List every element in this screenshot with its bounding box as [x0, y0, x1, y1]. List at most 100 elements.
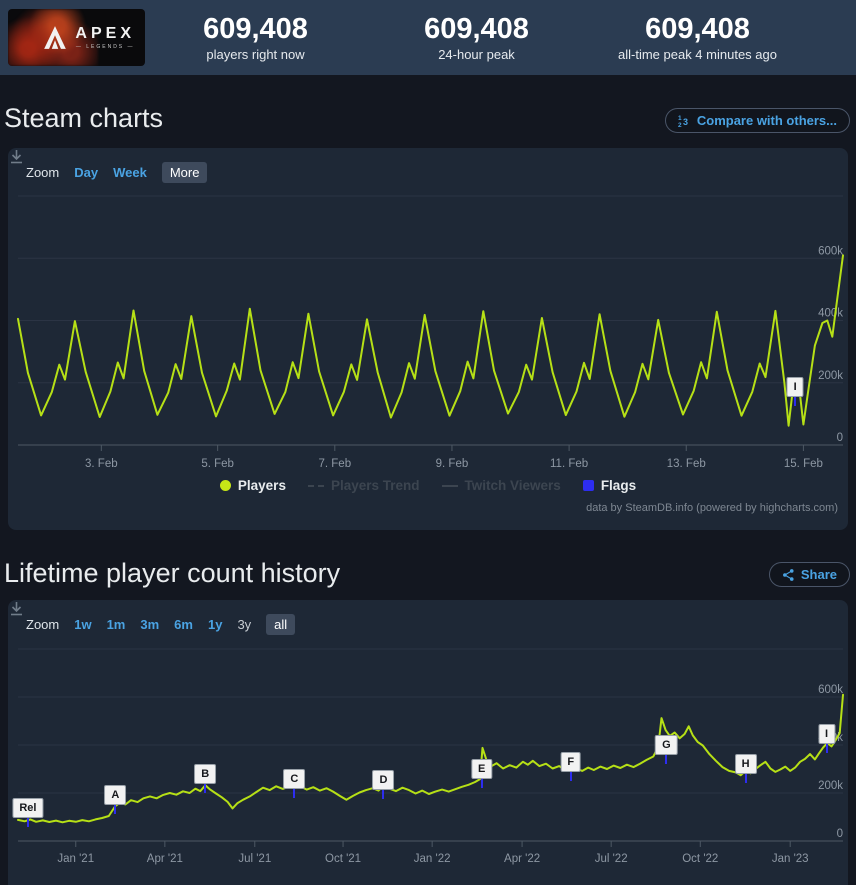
chart-legend: Players Players Trend Twitch Viewers Flags	[8, 478, 848, 493]
zoom-options: 1w 1m 3m 6m 1y 3y all	[74, 614, 296, 635]
chart-zoom-toolbar: Zoom 1w 1m 3m 6m 1y 3y all	[26, 614, 296, 635]
zoom-option-all[interactable]: all	[266, 614, 296, 635]
app-header: APEX — LEGENDS — 609,408 players right n…	[0, 0, 856, 75]
legend-circle-marker	[219, 480, 231, 491]
x-tick-label: Jan '21	[57, 853, 94, 865]
x-tick-label: 13. Feb	[667, 458, 706, 470]
x-tick-label: 15. Feb	[784, 458, 823, 470]
zoom-option-3y: 3y	[237, 617, 252, 632]
legend-dash-marker	[307, 484, 324, 487]
flag-pole-G	[665, 755, 668, 765]
x-tick-label: Jul '21	[238, 853, 271, 865]
flag-marker-H[interactable]: H	[734, 753, 757, 774]
flag-pole-I	[794, 397, 797, 407]
x-tick-label: Jan '23	[772, 853, 809, 865]
legend-item-players[interactable]: Players	[219, 478, 286, 493]
download-chart-icon[interactable]	[8, 600, 25, 617]
y-tick-label: 0	[837, 828, 843, 840]
zoom-option-1w[interactable]: 1w	[74, 617, 92, 632]
flag-marker-Rel[interactable]: Rel	[12, 798, 44, 819]
legend-label: Flags	[600, 478, 637, 493]
share-button-label: Share	[800, 567, 837, 582]
legend-item-players-trend[interactable]: Players Trend	[307, 478, 420, 493]
svg-text:1: 1	[678, 115, 682, 122]
steam-charts-title: Steam charts	[4, 103, 164, 133]
flag-marker-B[interactable]: B	[194, 763, 217, 784]
flag-marker-G[interactable]: G	[655, 735, 678, 756]
apex-a-icon	[44, 26, 66, 49]
y-tick-label: 200k	[818, 780, 843, 792]
flag-marker-C[interactable]: C	[283, 769, 306, 790]
flag-pole-C	[293, 789, 296, 799]
flag-pole-E	[480, 779, 483, 789]
zoom-option-more[interactable]: More	[161, 162, 208, 183]
x-tick-label: Jul '22	[595, 853, 628, 865]
compare-numbers-icon: 1 2 3	[678, 115, 688, 128]
zoom-option-1m[interactable]: 1m	[106, 617, 126, 632]
legend-item-twitch-viewers[interactable]: Twitch Viewers	[441, 478, 561, 493]
y-tick-label: 600k	[818, 245, 843, 257]
series-players	[17, 254, 844, 427]
zoom-option-6m[interactable]: 6m	[174, 617, 193, 632]
x-tick-label: 5. Feb	[201, 458, 234, 470]
flag-marker-A[interactable]: A	[104, 784, 127, 805]
x-tick-label: Jan '22	[414, 853, 451, 865]
svg-text:3: 3	[683, 117, 688, 127]
stat-24h-peak: 609,408 24-hour peak	[366, 14, 587, 62]
zoom-label: Zoom	[26, 165, 60, 180]
stat-label: players right now	[206, 46, 305, 62]
legend-square-marker	[582, 480, 594, 491]
stat-label: all-time peak 4 minutes ago	[618, 46, 777, 62]
stat-label: 24-hour peak	[438, 46, 515, 62]
legend-item-flags[interactable]: Flags	[582, 478, 637, 493]
y-tick-label: 400k	[818, 308, 843, 320]
flag-marker-I[interactable]: I	[786, 377, 804, 398]
x-tick-label: 9. Feb	[436, 458, 469, 470]
stat-value: 609,408	[424, 12, 529, 45]
flag-pole-I	[825, 744, 828, 754]
legend-line-marker	[441, 484, 458, 487]
zoom-option-week[interactable]: Week	[113, 165, 147, 180]
flag-marker-I[interactable]: I	[817, 724, 836, 745]
download-chart-icon[interactable]	[8, 148, 25, 165]
x-tick-label: Oct '22	[682, 853, 718, 865]
stat-alltime-peak: 609,408 all-time peak 4 minutes ago	[587, 14, 808, 62]
x-tick-label: 11. Feb	[550, 458, 588, 470]
x-tick-label: 3. Feb	[85, 458, 118, 470]
lifetime-plot[interactable]: Jan '21 Apr '21 Jul '21 Oct '21 Jan '22 Apr '…	[8, 600, 848, 885]
compare-with-others-button[interactable]: 1 2 3 Compare with others...	[664, 108, 850, 133]
zoom-option-day[interactable]: Day	[74, 165, 99, 180]
svg-text:2: 2	[678, 122, 682, 128]
chart-attribution: data by SteamDB.info (powered by highcha…	[586, 502, 838, 514]
steam-charts-plot[interactable]: 3. Feb 5. Feb 7. Feb 9. Feb 11. Feb 13. Feb 15…	[8, 148, 848, 530]
game-wordmark: APEX — LEGENDS —	[75, 24, 135, 50]
stat-current-players: 609,408 players right now	[145, 14, 366, 62]
y-tick-label: 200k	[818, 370, 843, 382]
player-stats: 609,408 players right now 609,408 24-hou…	[145, 14, 848, 62]
legend-label: Twitch Viewers	[464, 478, 561, 493]
flag-pole-H	[744, 773, 747, 783]
zoom-option-1y[interactable]: 1y	[207, 617, 223, 632]
x-tick-label: Apr '21	[147, 853, 183, 865]
chart-zoom-toolbar: Zoom Day Week More	[26, 162, 208, 183]
flag-marker-D[interactable]: D	[372, 769, 395, 790]
share-nodes-icon	[782, 568, 794, 581]
flag-pole-Rel	[26, 818, 29, 828]
flag-marker-E[interactable]: E	[470, 759, 493, 780]
stat-value: 609,408	[645, 12, 750, 45]
x-tick-label: 7. Feb	[318, 458, 351, 470]
share-button[interactable]: Share	[768, 562, 850, 587]
flags-layer: I	[8, 148, 848, 530]
stat-value: 609,408	[203, 12, 308, 45]
flag-marker-F[interactable]: F	[560, 752, 582, 773]
game-logo[interactable]: APEX — LEGENDS —	[8, 9, 145, 66]
zoom-label: Zoom	[26, 617, 60, 632]
flag-pole-B	[204, 783, 207, 793]
zoom-option-3m[interactable]: 3m	[140, 617, 160, 632]
x-tick-label: Apr '22	[504, 853, 540, 865]
flag-pole-F	[569, 772, 572, 782]
lifetime-title: Lifetime player count history	[4, 558, 341, 588]
flags-layer: Rel A B C D E F G H I	[8, 600, 848, 885]
zoom-options: Day Week More	[74, 162, 208, 183]
flag-pole-D	[382, 789, 385, 799]
